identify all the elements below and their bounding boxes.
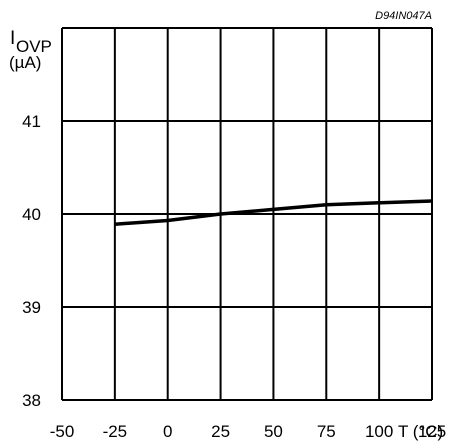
y-tick-label: 40 — [22, 205, 41, 224]
y-tick-label: 38 — [22, 391, 41, 410]
x-tick-label: -25 — [103, 422, 128, 441]
x-tick-labels: -50 -25 0 25 50 75 100 125 — [50, 422, 446, 441]
y-tick-label: 39 — [22, 298, 41, 317]
x-tick-label: -50 — [50, 422, 75, 441]
y-tick-labels: 38 39 40 41 — [22, 112, 41, 410]
y-axis-label-subscript: OVP — [16, 37, 52, 56]
y-axis-label-unit: (µA) — [9, 53, 41, 72]
plot-area — [114, 199, 433, 226]
x-tick-label: 125 — [418, 422, 446, 441]
x-axis-label: T (°C) — [398, 422, 443, 441]
x-tick-label: 100 — [365, 422, 393, 441]
y-tick-label: 41 — [22, 112, 41, 131]
x-tick-label: 75 — [317, 422, 336, 441]
y-axis-label-main: I — [10, 28, 15, 49]
x-tick-label: 0 — [163, 422, 172, 441]
series-line-iovp — [114, 199, 433, 226]
figure-reference-code: D94IN047A — [375, 10, 432, 22]
x-tick-label: 50 — [264, 422, 283, 441]
x-tick-label: 25 — [211, 422, 230, 441]
chart-grid — [61, 27, 433, 401]
